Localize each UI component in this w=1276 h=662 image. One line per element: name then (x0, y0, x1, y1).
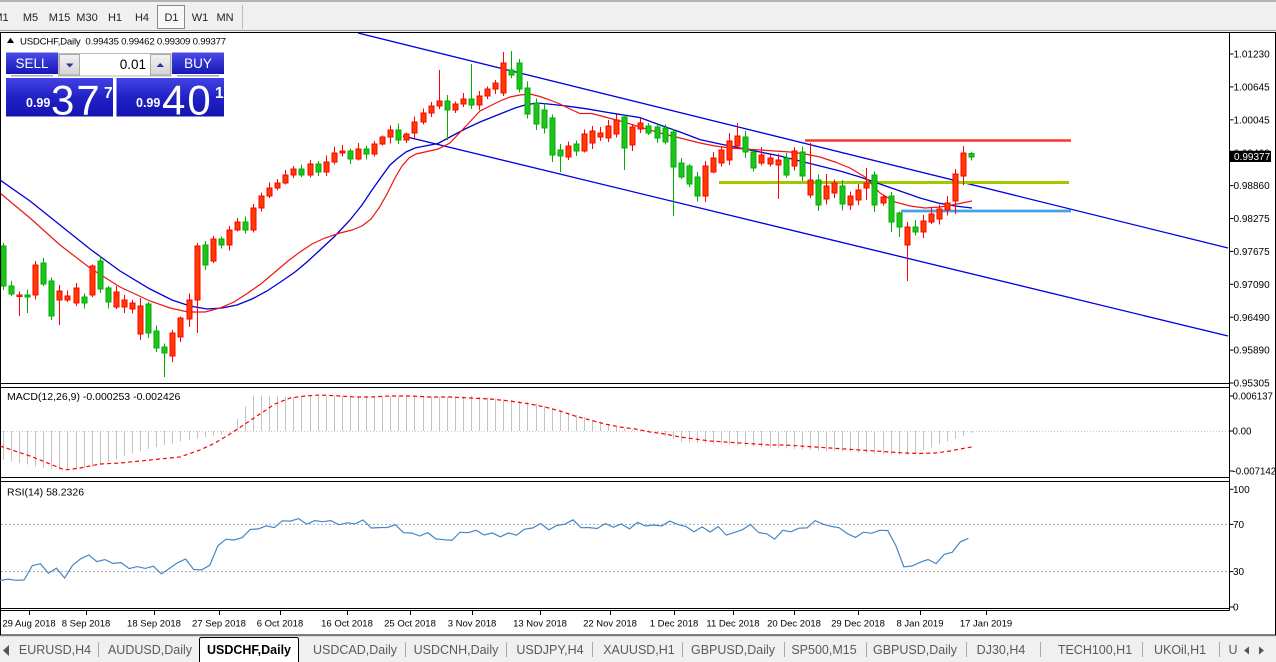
svg-text:GBPUSD,Daily: GBPUSD,Daily (691, 643, 776, 657)
svg-text:SP500,M15: SP500,M15 (791, 643, 856, 657)
svg-text:0.99: 0.99 (26, 96, 50, 110)
svg-text:29 Aug 2018: 29 Aug 2018 (2, 619, 55, 630)
svg-text:0.98275: 0.98275 (1234, 214, 1271, 225)
svg-text:27 Sep 2018: 27 Sep 2018 (192, 619, 246, 630)
svg-text:H1: H1 (108, 12, 122, 24)
svg-text:25 Oct 2018: 25 Oct 2018 (384, 619, 436, 630)
svg-text:BUY: BUY (184, 56, 212, 71)
svg-text:USDCHF,Daily 0.99435 0.99462: USDCHF,Daily 0.99435 0.99462 0.99309 0.9… (20, 36, 226, 47)
svg-text:1.00645: 1.00645 (1234, 83, 1271, 94)
svg-text:13 Nov 2018: 13 Nov 2018 (513, 619, 567, 630)
svg-text:100: 100 (1233, 485, 1250, 496)
svg-text:H4: H4 (135, 12, 149, 24)
svg-text:U: U (1228, 643, 1237, 657)
svg-text:20 Dec 2018: 20 Dec 2018 (767, 619, 821, 630)
svg-text:7: 7 (104, 85, 113, 102)
svg-text:D1: D1 (164, 12, 178, 24)
svg-text:0.97090: 0.97090 (1234, 280, 1271, 291)
svg-text:AUDUSD,Daily: AUDUSD,Daily (108, 643, 193, 657)
svg-text:1: 1 (215, 85, 224, 102)
svg-text:40: 40 (162, 77, 213, 124)
svg-text:8 Sep 2018: 8 Sep 2018 (62, 619, 111, 630)
svg-text:29 Dec 2018: 29 Dec 2018 (831, 619, 885, 630)
svg-text:22 Nov 2018: 22 Nov 2018 (583, 619, 637, 630)
svg-text:0.95890: 0.95890 (1234, 346, 1271, 357)
svg-text:TECH100,H1: TECH100,H1 (1058, 643, 1132, 657)
svg-text:RSI(14) 58.2326: RSI(14) 58.2326 (7, 487, 84, 499)
svg-text:16 Oct 2018: 16 Oct 2018 (321, 619, 373, 630)
svg-text:MACD(12,26,9) -0.000253 -0.002: MACD(12,26,9) -0.000253 -0.002426 (7, 391, 181, 403)
svg-text:USDCNH,Daily: USDCNH,Daily (414, 643, 499, 657)
svg-text:11 Dec 2018: 11 Dec 2018 (706, 619, 759, 630)
svg-text:EURUSD,H4: EURUSD,H4 (19, 643, 91, 657)
svg-text:70: 70 (1233, 520, 1245, 531)
svg-text:3 Nov 2018: 3 Nov 2018 (448, 619, 497, 630)
svg-text:USDCAD,Daily: USDCAD,Daily (313, 643, 398, 657)
svg-text:0.95305: 0.95305 (1234, 379, 1271, 390)
svg-text:-0.007142: -0.007142 (1233, 467, 1276, 478)
svg-text:MN: MN (216, 12, 233, 24)
svg-text:M15: M15 (49, 12, 70, 24)
svg-text:UKOil,H1: UKOil,H1 (1154, 643, 1206, 657)
svg-text:18 Sep 2018: 18 Sep 2018 (127, 619, 181, 630)
svg-text:M5: M5 (23, 12, 38, 24)
svg-text:0.01: 0.01 (120, 57, 146, 72)
svg-text:0.99: 0.99 (136, 96, 160, 110)
svg-text:DJ30,H4: DJ30,H4 (977, 643, 1026, 657)
svg-text:0.96490: 0.96490 (1234, 313, 1271, 324)
svg-text:30: 30 (1233, 567, 1245, 578)
svg-text:0.00: 0.00 (1233, 427, 1252, 438)
svg-text:6 Oct 2018: 6 Oct 2018 (257, 619, 303, 630)
svg-text:M30: M30 (76, 12, 97, 24)
svg-text:M1: M1 (0, 12, 9, 24)
svg-text:37: 37 (51, 77, 102, 124)
svg-text:1.01230: 1.01230 (1234, 50, 1271, 61)
svg-text:USDJPY,H4: USDJPY,H4 (516, 643, 583, 657)
svg-text:0: 0 (1233, 603, 1239, 614)
svg-text:0.006137: 0.006137 (1233, 392, 1273, 403)
svg-text:0.98860: 0.98860 (1234, 181, 1271, 192)
svg-text:1 Dec 2018: 1 Dec 2018 (650, 619, 699, 630)
svg-text:XAUUSD,H1: XAUUSD,H1 (603, 643, 675, 657)
svg-text:17 Jan 2019: 17 Jan 2019 (960, 619, 1012, 630)
svg-text:W1: W1 (192, 12, 209, 24)
svg-text:SELL: SELL (15, 56, 49, 71)
svg-text:0.97675: 0.97675 (1234, 247, 1271, 258)
svg-text:1.00045: 1.00045 (1234, 115, 1271, 126)
svg-text:GBPUSD,Daily: GBPUSD,Daily (873, 643, 958, 657)
svg-text:USDCHF,Daily: USDCHF,Daily (207, 643, 291, 657)
svg-text:0.99377: 0.99377 (1234, 152, 1271, 163)
svg-text:8 Jan 2019: 8 Jan 2019 (896, 619, 943, 630)
